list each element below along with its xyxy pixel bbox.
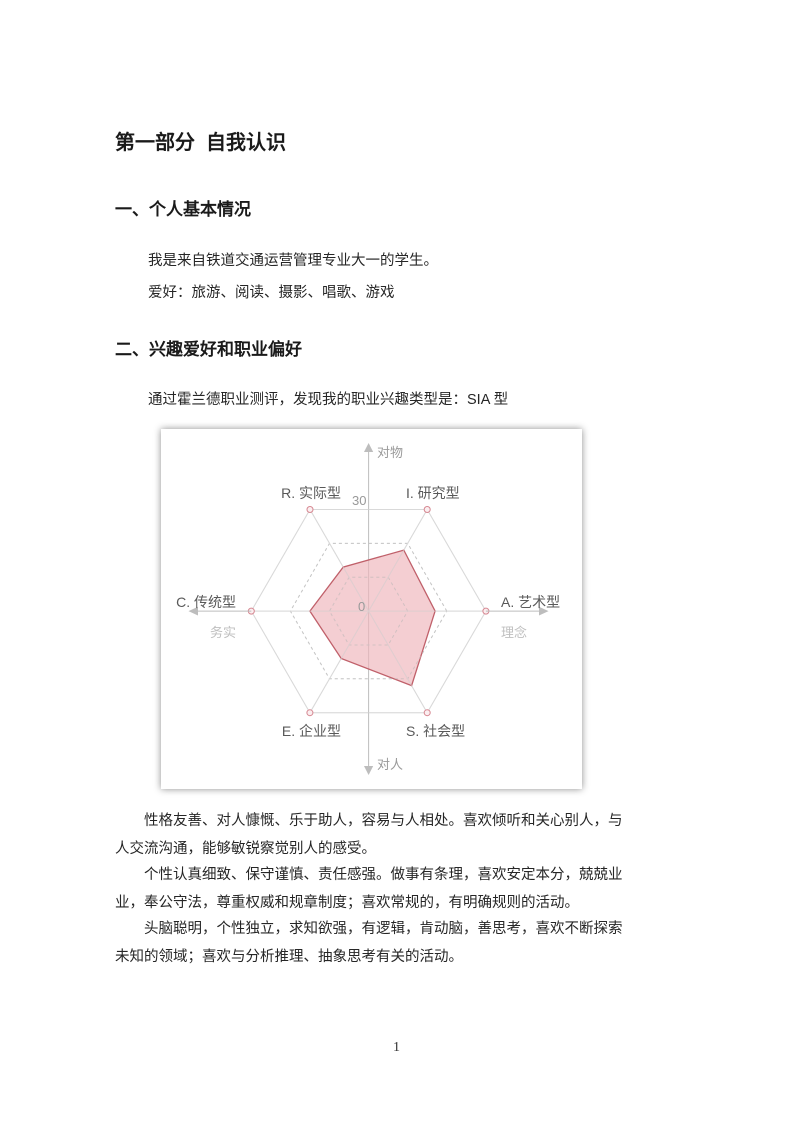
- svg-text:0: 0: [358, 599, 365, 614]
- svg-text:30: 30: [352, 493, 366, 508]
